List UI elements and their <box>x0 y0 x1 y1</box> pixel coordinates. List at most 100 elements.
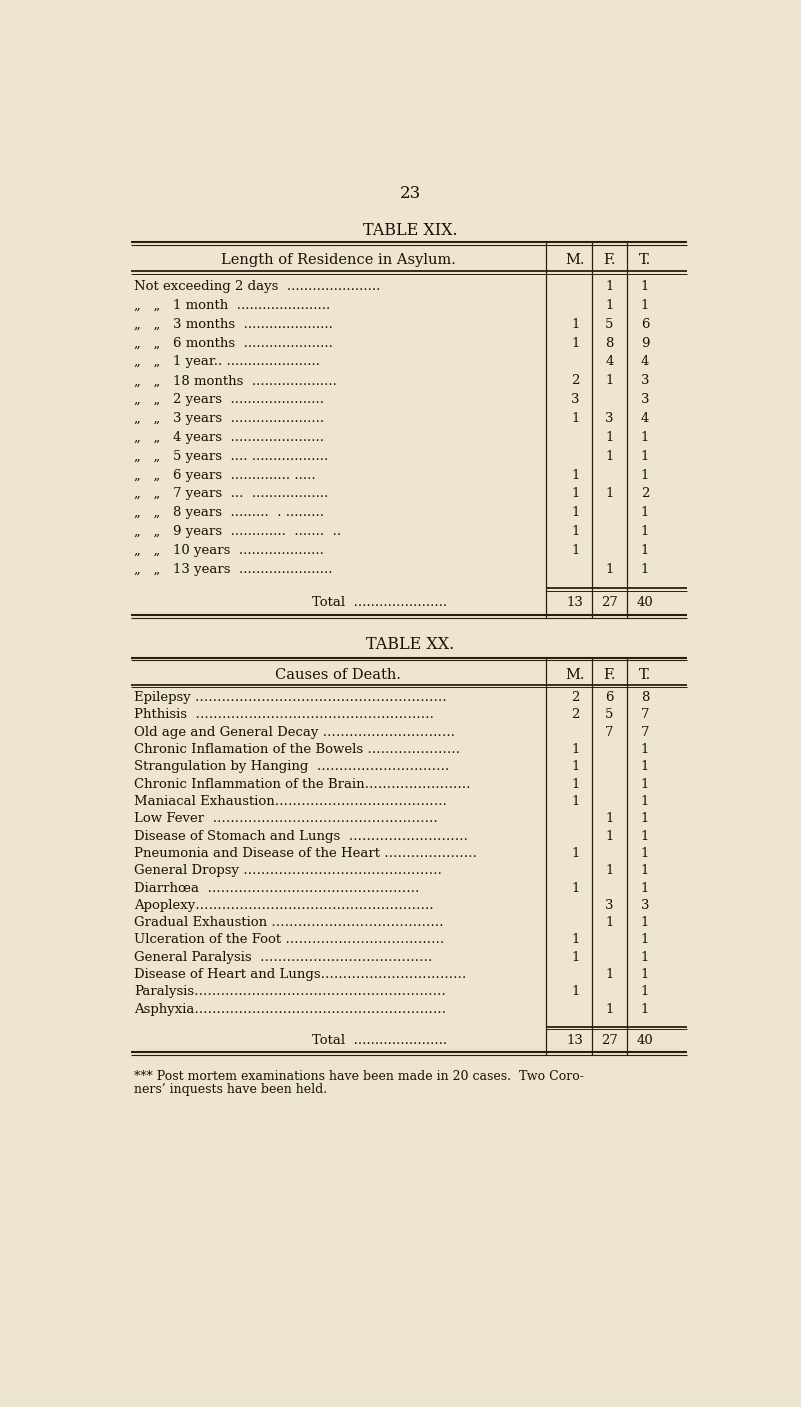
Text: 1: 1 <box>605 968 614 981</box>
Text: 1: 1 <box>605 864 614 877</box>
Text: „   „   10 years  ....................: „ „ 10 years .................... <box>135 545 324 557</box>
Text: M.: M. <box>566 253 585 267</box>
Text: 4: 4 <box>641 356 649 369</box>
Text: 2: 2 <box>571 691 579 704</box>
Text: TABLE XX.: TABLE XX. <box>366 636 454 653</box>
Text: Maniacal Exhaustion…………………………………: Maniacal Exhaustion………………………………… <box>135 795 447 808</box>
Text: Chronic Inflamation of the Bowels …………………: Chronic Inflamation of the Bowels ………………… <box>135 743 461 756</box>
Text: 27: 27 <box>601 1034 618 1047</box>
Text: 9: 9 <box>641 336 649 349</box>
Text: Total  ......................: Total ...................... <box>312 1034 447 1047</box>
Text: „   „   4 years  ......................: „ „ 4 years ...................... <box>135 431 324 443</box>
Text: 1: 1 <box>571 336 579 349</box>
Text: 3: 3 <box>641 899 649 912</box>
Text: 27: 27 <box>601 597 618 609</box>
Text: 3: 3 <box>605 412 614 425</box>
Text: 1: 1 <box>571 469 579 481</box>
Text: 7: 7 <box>641 708 649 722</box>
Text: „   „   18 months  ....................: „ „ 18 months .................... <box>135 374 337 387</box>
Text: 1: 1 <box>641 760 649 774</box>
Text: „   „   5 years  .... ..................: „ „ 5 years .... .................. <box>135 450 328 463</box>
Text: „   „   7 years  ...  ..................: „ „ 7 years ... .................. <box>135 487 328 501</box>
Text: F.: F. <box>603 667 615 681</box>
Text: 7: 7 <box>641 726 649 739</box>
Text: 13: 13 <box>567 1034 584 1047</box>
Text: Strangulation by Hanging  …………………………: Strangulation by Hanging ………………………… <box>135 760 449 774</box>
Text: 5: 5 <box>605 318 614 331</box>
Text: 1: 1 <box>641 916 649 929</box>
Text: 1: 1 <box>571 545 579 557</box>
Text: 1: 1 <box>605 1003 614 1016</box>
Text: „   „   6 years  .............. .....: „ „ 6 years .............. ..... <box>135 469 316 481</box>
Text: 1: 1 <box>571 795 579 808</box>
Text: 1: 1 <box>641 778 649 791</box>
Text: 2: 2 <box>571 708 579 722</box>
Text: 1: 1 <box>641 525 649 539</box>
Text: Diarrhœa  …………………………………………: Diarrhœa ………………………………………… <box>135 882 420 895</box>
Text: 1: 1 <box>641 431 649 443</box>
Text: 1: 1 <box>571 525 579 539</box>
Text: „   „   6 months  .....................: „ „ 6 months ..................... <box>135 336 333 349</box>
Text: Old age and General Decay …………………………: Old age and General Decay ………………………… <box>135 726 455 739</box>
Text: 13: 13 <box>567 597 584 609</box>
Text: 1: 1 <box>605 563 614 575</box>
Text: 8: 8 <box>641 691 649 704</box>
Text: Epilepsy …………………………………………………: Epilepsy ………………………………………………… <box>135 691 447 704</box>
Text: 1: 1 <box>641 280 649 293</box>
Text: „   „   8 years  .........  . .........: „ „ 8 years ......... . ......... <box>135 507 324 519</box>
Text: 1: 1 <box>605 431 614 443</box>
Text: 1: 1 <box>641 507 649 519</box>
Text: „   „   9 years  .............  .......  ..: „ „ 9 years ............. ....... .. <box>135 525 341 539</box>
Text: 40: 40 <box>637 1034 654 1047</box>
Text: 1: 1 <box>641 968 649 981</box>
Text: 1: 1 <box>641 1003 649 1016</box>
Text: 1: 1 <box>605 830 614 843</box>
Text: 1: 1 <box>641 545 649 557</box>
Text: 3: 3 <box>571 393 579 407</box>
Text: „   „   2 years  ......................: „ „ 2 years ...................... <box>135 393 324 407</box>
Text: 1: 1 <box>641 985 649 999</box>
Text: 5: 5 <box>605 708 614 722</box>
Text: „   „   3 years  ......................: „ „ 3 years ...................... <box>135 412 324 425</box>
Text: 1: 1 <box>605 487 614 501</box>
Text: 1: 1 <box>571 487 579 501</box>
Text: 1: 1 <box>641 847 649 860</box>
Text: 1: 1 <box>641 882 649 895</box>
Text: 1: 1 <box>571 743 579 756</box>
Text: Length of Residence in Asylum.: Length of Residence in Asylum. <box>220 253 456 267</box>
Text: 1: 1 <box>641 563 649 575</box>
Text: 8: 8 <box>605 336 614 349</box>
Text: General Paralysis  …………………………………: General Paralysis ………………………………… <box>135 951 433 964</box>
Text: 3: 3 <box>605 899 614 912</box>
Text: Apoplexy………………………………………………: Apoplexy……………………………………………… <box>135 899 434 912</box>
Text: 1: 1 <box>571 412 579 425</box>
Text: Asphyxia…………………………………………………: Asphyxia………………………………………………… <box>135 1003 446 1016</box>
Text: 1: 1 <box>571 318 579 331</box>
Text: 1: 1 <box>571 882 579 895</box>
Text: 3: 3 <box>641 374 649 387</box>
Text: M.: M. <box>566 667 585 681</box>
Text: 6: 6 <box>605 691 614 704</box>
Text: 1: 1 <box>605 280 614 293</box>
Text: 1: 1 <box>571 847 579 860</box>
Text: Paralysis…………………………………………………: Paralysis………………………………………………… <box>135 985 446 999</box>
Text: Causes of Death.: Causes of Death. <box>275 667 401 681</box>
Text: 1: 1 <box>605 812 614 826</box>
Text: 1: 1 <box>641 864 649 877</box>
Text: 1: 1 <box>571 985 579 999</box>
Text: Pneumonia and Disease of the Heart …………………: Pneumonia and Disease of the Heart ……………… <box>135 847 477 860</box>
Text: 23: 23 <box>400 184 421 203</box>
Text: „   „   13 years  ......................: „ „ 13 years ...................... <box>135 563 332 575</box>
Text: 1: 1 <box>571 507 579 519</box>
Text: 1: 1 <box>641 469 649 481</box>
Text: „   „   1 month  ......................: „ „ 1 month ...................... <box>135 298 331 312</box>
Text: 1: 1 <box>641 298 649 312</box>
Text: F.: F. <box>603 253 615 267</box>
Text: „   „   3 months  .....................: „ „ 3 months ..................... <box>135 318 333 331</box>
Text: 1: 1 <box>641 812 649 826</box>
Text: Phthisis  ………………………………………………: Phthisis ……………………………………………… <box>135 708 434 722</box>
Text: *** Post mortem examinations have been made in 20 cases.  Two Coro-: *** Post mortem examinations have been m… <box>135 1071 584 1083</box>
Text: Ulceration of the Foot ………………………………: Ulceration of the Foot ……………………………… <box>135 933 445 947</box>
Text: 1: 1 <box>571 778 579 791</box>
Text: 3: 3 <box>641 393 649 407</box>
